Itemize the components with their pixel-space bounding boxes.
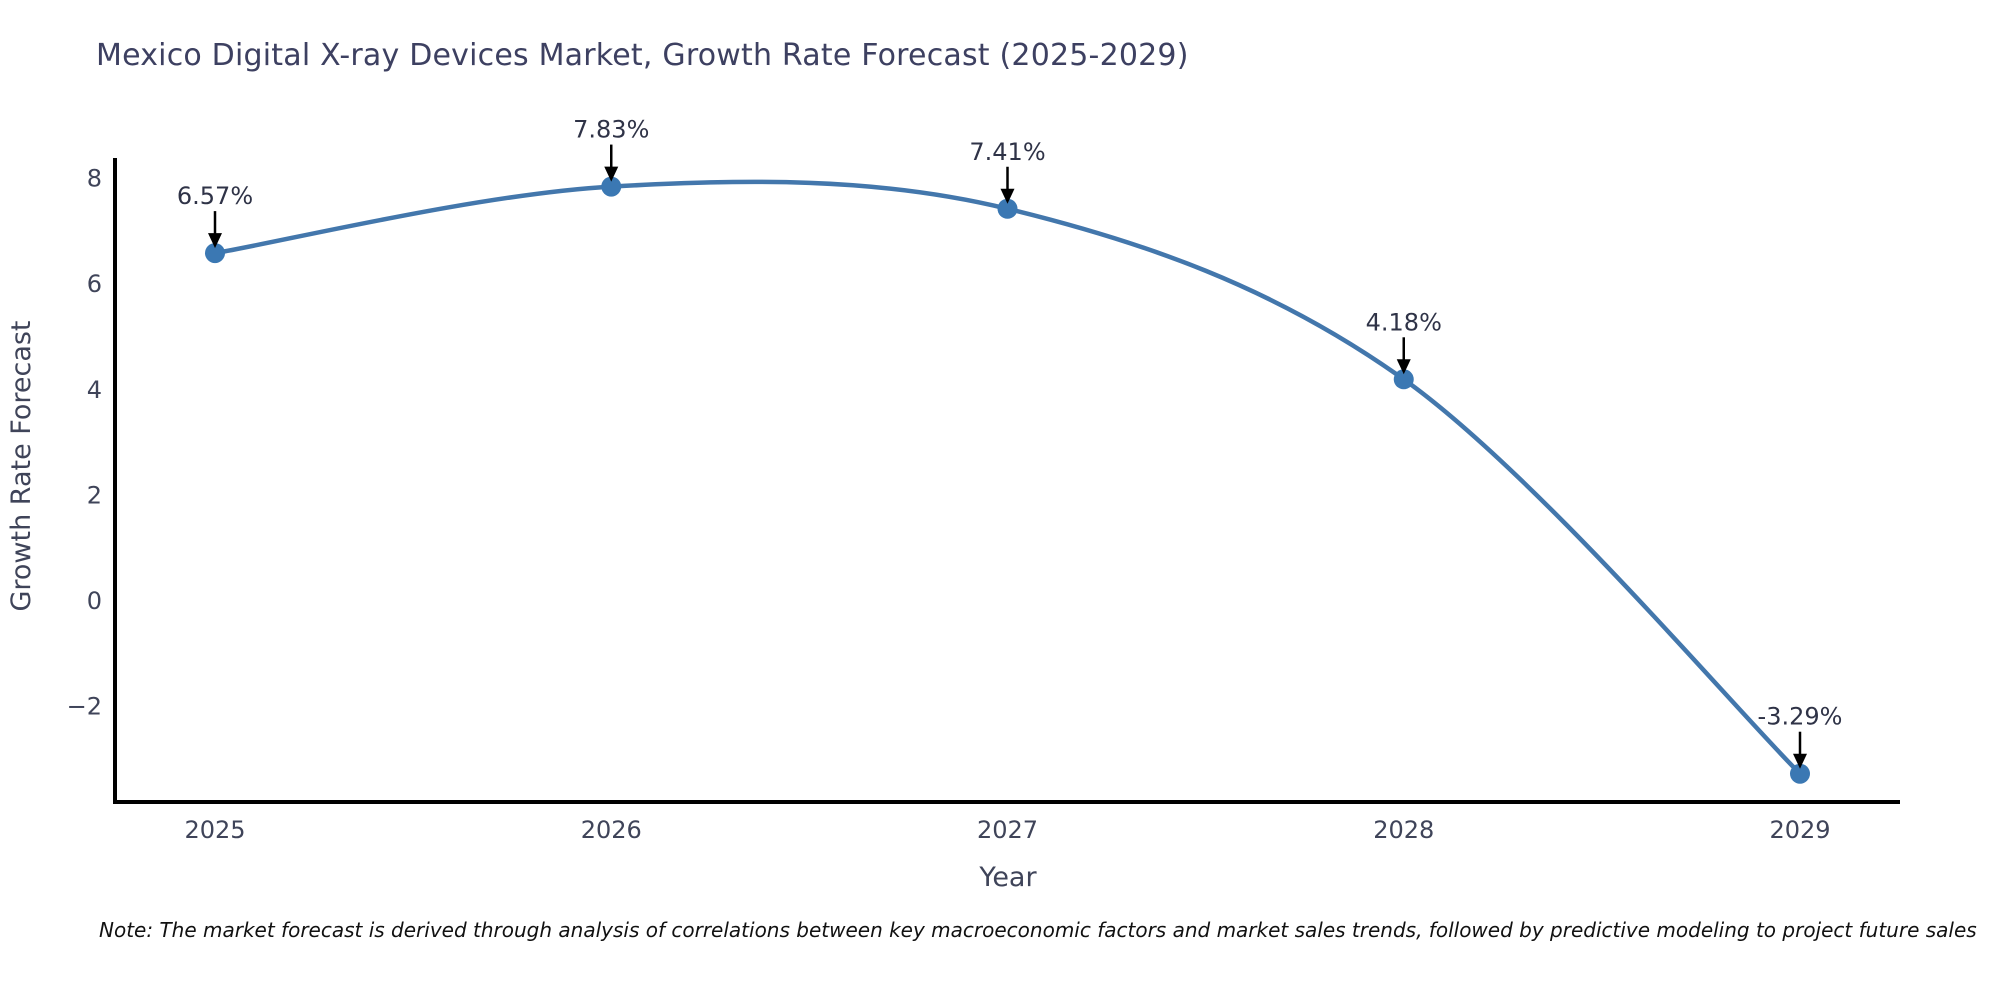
- data-point-label: 7.83%: [573, 116, 649, 144]
- growth-rate-line: [212, 179, 1803, 776]
- x-axis-title: Year: [978, 862, 1037, 893]
- data-point-label: 6.57%: [177, 182, 253, 210]
- series-layer: [205, 176, 1810, 784]
- y-tick-label: 6: [87, 270, 102, 298]
- annotation-layer: 6.57% 7.83% 7.41% 4.18% -3.29%: [177, 116, 1843, 769]
- y-tick-label: −2: [67, 693, 102, 721]
- chart-title: Mexico Digital X-ray Devices Market, Gro…: [96, 38, 1189, 73]
- annotation-arrow-head: [604, 166, 619, 182]
- y-tick-label: 0: [87, 587, 102, 615]
- data-point-label: 7.41%: [969, 138, 1045, 166]
- data-point-marker: [997, 198, 1018, 219]
- annotation-arrow-head: [1396, 359, 1411, 375]
- x-tick-label: 2025: [184, 816, 245, 844]
- data-point-label: -3.29%: [1758, 703, 1843, 731]
- data-point-label: 4.18%: [1366, 308, 1442, 336]
- data-point-marker: [1790, 763, 1810, 784]
- axes-layer: [113, 158, 1900, 804]
- y-tick-label: 4: [87, 376, 102, 404]
- annotation-arrow-head: [1000, 188, 1015, 204]
- x-tick-label: 2026: [581, 816, 642, 844]
- x-tick-label: 2028: [1373, 816, 1434, 844]
- footnote: Note: The market forecast is derived thr…: [99, 918, 1977, 942]
- annotation-arrow-head: [208, 233, 222, 249]
- y-tick-label: 2: [87, 481, 102, 509]
- annotation-arrow-head: [1793, 753, 1807, 769]
- data-point-marker: [601, 176, 622, 197]
- data-point-marker: [1393, 369, 1414, 390]
- ticks-layer: 8 6 4 2 0 −2 2025 2026 2027 2028 2029: [67, 165, 1831, 844]
- y-axis-title: Growth Rate Forecast: [6, 320, 37, 611]
- axis-lines: [113, 158, 1900, 804]
- y-tick-label: 8: [87, 165, 102, 193]
- x-tick-label: 2027: [977, 816, 1038, 844]
- data-point-marker: [205, 243, 225, 264]
- x-tick-label: 2029: [1769, 816, 1830, 844]
